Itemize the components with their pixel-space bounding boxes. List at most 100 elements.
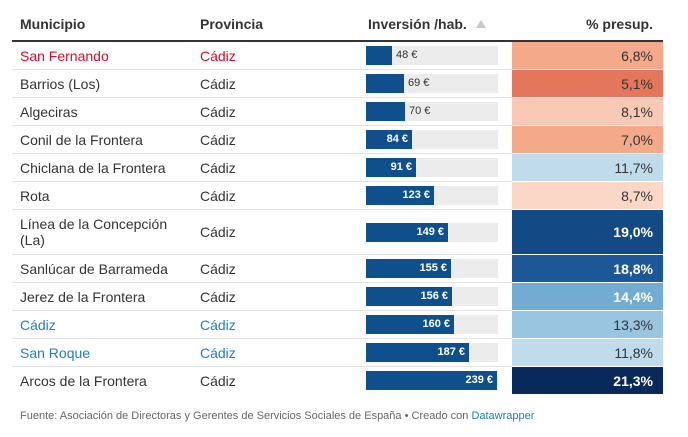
municipio-link[interactable]: San Fernando xyxy=(20,47,109,64)
table-row: Algeciras Cádiz 70 € 8,1% xyxy=(12,97,663,126)
cell-inversion: 239 € xyxy=(362,367,512,395)
bar-value-label: 160 € xyxy=(422,318,450,330)
bar-track: 91 € xyxy=(366,158,498,177)
municipio-link[interactable]: San Roque xyxy=(20,344,91,361)
cell-presupuesto: 11,7% xyxy=(512,153,663,182)
cell-presupuesto: 7,0% xyxy=(512,125,663,154)
cell-inversion: 91 € xyxy=(362,153,512,182)
column-header-provincia[interactable]: Provincia xyxy=(192,8,362,42)
cell-presupuesto: 8,7% xyxy=(512,181,663,210)
cell-presupuesto: 8,1% xyxy=(512,97,663,126)
cell-presupuesto: 5,1% xyxy=(512,69,663,98)
datawrapper-link[interactable]: Datawrapper xyxy=(471,410,535,422)
cell-inversion: 84 € xyxy=(362,125,512,154)
cell-municipio: Sanlúcar de Barrameda xyxy=(12,254,192,283)
table-row: Barrios (Los) Cádiz 69 € 5,1% xyxy=(12,69,663,98)
footer-note: Fuente: Asociación de Directoras y Geren… xyxy=(20,410,534,422)
bar-value-label: 84 € xyxy=(386,133,408,145)
cell-provincia[interactable]: Cádiz xyxy=(192,41,362,70)
municipio-text: Jerez de la Frontera xyxy=(20,288,146,305)
cell-municipio[interactable]: Cádiz xyxy=(12,310,192,339)
provincia-text: Cádiz xyxy=(200,103,236,120)
cell-provincia[interactable]: Cádiz xyxy=(192,310,362,339)
bar-fill xyxy=(366,130,412,149)
bar-track: 239 € xyxy=(366,371,498,391)
column-header-municipio[interactable]: Municipio xyxy=(12,8,192,42)
column-header-inversion-label: Inversión /hab. xyxy=(368,16,467,32)
cell-provincia: Cádiz xyxy=(192,97,362,126)
presupuesto-value: 8,1% xyxy=(621,103,653,120)
bar-value-label: 156 € xyxy=(420,290,448,302)
bar-fill xyxy=(366,46,392,65)
bar-track: 187 € xyxy=(366,343,498,362)
cell-provincia: Cádiz xyxy=(192,254,362,283)
bar-track: 70 € xyxy=(366,102,498,121)
cell-municipio[interactable]: San Roque xyxy=(12,338,192,367)
column-header-inversion[interactable]: Inversión /hab. xyxy=(362,8,512,42)
bar-value-label: 187 € xyxy=(437,346,465,358)
cell-inversion: 48 € xyxy=(362,41,512,70)
provincia-link[interactable]: Cádiz xyxy=(200,316,236,333)
cell-inversion: 69 € xyxy=(362,69,512,98)
municipio-link[interactable]: Cádiz xyxy=(20,316,56,333)
provincia-link[interactable]: Cádiz xyxy=(200,47,236,64)
cell-presupuesto: 14,4% xyxy=(512,282,663,311)
cell-provincia: Cádiz xyxy=(192,153,362,182)
provincia-text: Cádiz xyxy=(200,372,236,389)
bar-track: 84 € xyxy=(366,130,498,149)
bar-fill xyxy=(366,222,448,242)
bar-track: 69 € xyxy=(366,74,498,93)
cell-provincia[interactable]: Cádiz xyxy=(192,338,362,367)
cell-provincia: Cádiz xyxy=(192,125,362,154)
municipio-text: Chiclana de la Frontera xyxy=(20,159,166,176)
cell-municipio[interactable]: San Fernando xyxy=(12,41,192,70)
bar-value-label: 91 € xyxy=(390,161,412,173)
presupuesto-value: 11,7% xyxy=(614,159,653,176)
cell-provincia: Cádiz xyxy=(192,69,362,98)
table-row: Arcos de la Frontera Cádiz 239 € 21,3% xyxy=(12,366,663,395)
municipio-text: Conil de la Frontera xyxy=(20,131,143,148)
bar-fill xyxy=(366,343,469,362)
cell-municipio: Algeciras xyxy=(12,97,192,126)
cell-provincia: Cádiz xyxy=(192,181,362,210)
presupuesto-value: 19,0% xyxy=(613,224,653,240)
bar-value-label: 149 € xyxy=(416,225,444,238)
column-header-municipio-label: Municipio xyxy=(20,16,86,32)
table-row: Conil de la Frontera Cádiz 84 € 7,0% xyxy=(12,125,663,154)
cell-presupuesto: 11,8% xyxy=(512,338,663,367)
table-row: Sanlúcar de Barrameda Cádiz 155 € 18,8% xyxy=(12,254,663,283)
cell-inversion: 123 € xyxy=(362,181,512,210)
cell-inversion: 149 € xyxy=(362,209,512,255)
column-header-provincia-label: Provincia xyxy=(200,16,264,32)
cell-presupuesto: 13,3% xyxy=(512,310,663,339)
municipio-text: Arcos de la Frontera xyxy=(20,372,147,389)
data-table: Municipio Provincia Inversión /hab. % pr… xyxy=(12,8,663,395)
cell-inversion: 187 € xyxy=(362,338,512,367)
bar-fill xyxy=(366,74,404,93)
bar-track: 160 € xyxy=(366,315,498,334)
provincia-text: Cádiz xyxy=(200,288,236,305)
provincia-text: Cádiz xyxy=(200,75,236,92)
provincia-link[interactable]: Cádiz xyxy=(200,344,236,361)
table-row: San Fernando Cádiz 48 € 6,8% xyxy=(12,41,663,70)
cell-inversion: 160 € xyxy=(362,310,512,339)
cell-provincia: Cádiz xyxy=(192,282,362,311)
presupuesto-value: 13,3% xyxy=(613,316,653,333)
cell-municipio: Jerez de la Frontera xyxy=(12,282,192,311)
presupuesto-value: 6,8% xyxy=(621,47,653,64)
bar-track: 155 € xyxy=(366,259,498,278)
bar-value-label: 239 € xyxy=(465,374,493,387)
presupuesto-value: 21,3% xyxy=(613,372,653,389)
provincia-text: Cádiz xyxy=(200,260,236,277)
municipio-text: Barrios (Los) xyxy=(20,75,101,92)
provincia-text: Cádiz xyxy=(200,187,236,204)
presupuesto-value: 18,8% xyxy=(613,260,653,277)
bar-fill xyxy=(366,158,416,177)
cell-municipio: Rota xyxy=(12,181,192,210)
presupuesto-value: 5,1% xyxy=(621,75,653,92)
column-header-presupuesto[interactable]: % presup. xyxy=(512,8,663,42)
bar-value-label: 48 € xyxy=(396,49,418,61)
cell-presupuesto: 18,8% xyxy=(512,254,663,283)
bar-track: 123 € xyxy=(366,186,498,205)
presupuesto-value: 11,8% xyxy=(614,344,653,361)
